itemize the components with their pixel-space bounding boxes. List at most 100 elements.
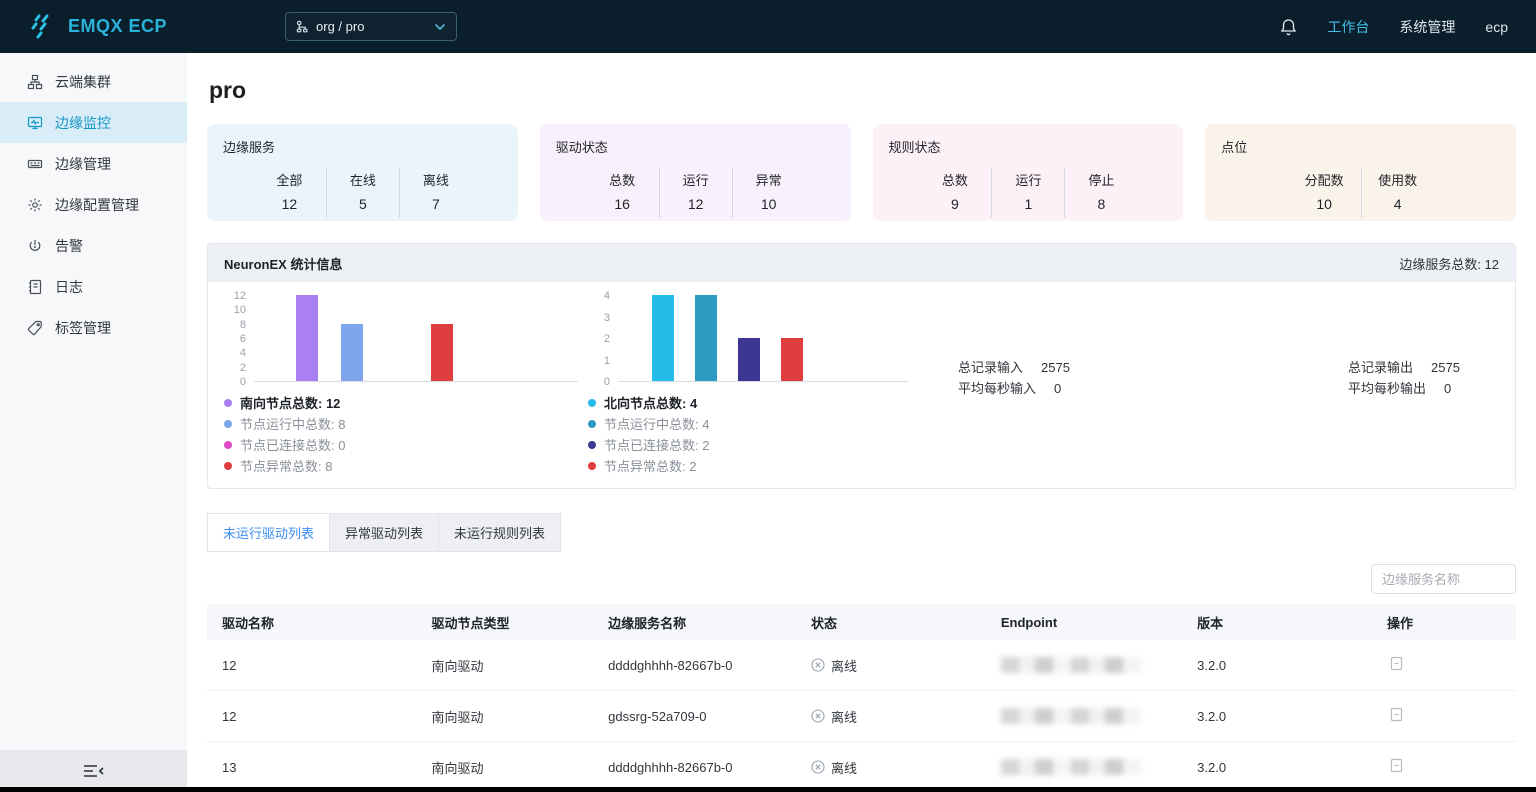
sidebar-item-edge-manage[interactable]: 边缘管理 <box>0 143 187 184</box>
stat-label: 异常 <box>755 173 782 188</box>
northbound-node-chart: 0 1 2 3 4 北向节点总数: 4 节点运行中总数: 4 节点已连接总数: 2 节点异常总… <box>588 290 918 476</box>
row-action-button[interactable] <box>1387 653 1406 677</box>
y-axis-tick: 1 <box>603 354 610 367</box>
legend-label: 节点已连接总数: 0 <box>240 438 346 453</box>
version-cell: 3.2.0 <box>1182 741 1372 792</box>
stat-value: 9 <box>950 196 959 212</box>
legend-item: 节点异常总数: 8 <box>224 455 588 476</box>
service-name-cell: gdssrg-52a709-0 <box>593 690 797 742</box>
notification-bell-icon[interactable] <box>1280 18 1297 36</box>
sidebar-collapse-button[interactable] <box>0 750 187 792</box>
driver-name-cell: 13 <box>207 741 417 792</box>
driver-table: 驱动名称 驱动节点类型 边缘服务名称 状态 Endpoint 版本 操作 12 南向驱动 ddd… <box>207 604 1516 792</box>
northbound-chart-legend: 北向节点总数: 4 节点运行中总数: 4 节点已连接总数: 2 节点异常总数: 2 <box>588 392 918 476</box>
column-header: 操作 <box>1371 604 1516 640</box>
legend-item: 节点运行中总数: 4 <box>588 413 918 434</box>
tab-1[interactable]: 异常驱动列表 <box>329 513 440 552</box>
chart-bar <box>431 323 453 381</box>
operation-cell <box>1371 741 1516 792</box>
sidebar-item-label: 边缘监控 <box>55 114 111 131</box>
status-cell: 离线 <box>796 741 986 792</box>
stat-card-title: 驱动状态 <box>555 140 608 155</box>
legend-label: 节点运行中总数: 8 <box>240 417 346 432</box>
sidebar-item-tags[interactable]: 标签管理 <box>0 307 187 348</box>
stat-value: 10 <box>760 196 777 212</box>
edge-monitor-icon <box>27 116 43 129</box>
sidebar-item-logs[interactable]: 日志 <box>0 266 187 307</box>
column-header: 状态 <box>796 604 986 640</box>
stat-label: 运行 <box>1015 173 1042 188</box>
sidebar-item-cloud-cluster[interactable]: 云端集群 <box>0 61 187 102</box>
collapse-menu-icon <box>83 765 104 777</box>
status-cell: 离线 <box>796 690 986 742</box>
status-cell: 离线 <box>796 640 986 691</box>
offline-status-icon <box>811 658 825 672</box>
stat-card: 点位 分配数 10 使用数 4 <box>1205 124 1516 221</box>
row-action-button[interactable] <box>1387 704 1406 728</box>
redacted-endpoint <box>1000 657 1141 673</box>
y-axis-tick: 12 <box>233 290 246 302</box>
stat-card-title: 点位 <box>1221 140 1248 155</box>
brand: EMQX ECP <box>28 12 167 42</box>
legend-dot-icon <box>588 419 596 428</box>
top-bar: EMQX ECP org / pro 工作台 系统管理 ecp <box>0 0 1536 53</box>
column-header: 驱动名称 <box>207 604 417 640</box>
legend-label: 节点异常总数: 2 <box>604 459 697 474</box>
stat: 全部 12 <box>253 168 326 218</box>
y-axis-tick: 6 <box>239 333 246 345</box>
sidebar-item-label: 日志 <box>55 278 83 295</box>
stat-card: 边缘服务 全部 12 在线 5 离线 7 <box>207 124 518 221</box>
table-row: 12 南向驱动 gdssrg-52a709-0 离线 3.2.0 <box>207 690 1516 742</box>
sidebar-item-alerts[interactable]: 告警 <box>0 225 187 266</box>
nav-workbench[interactable]: 工作台 <box>1327 18 1370 35</box>
legend-dot-icon <box>588 461 596 470</box>
bottom-edge-strip <box>0 787 1536 792</box>
offline-status-icon <box>811 760 825 774</box>
stat-card: 规则状态 总数 9 运行 1 停止 8 <box>872 124 1184 221</box>
main-content: pro 边缘服务 全部 12 在线 5 离线 7 驱动状态 总数 16 运行 12 异常 10 规则状态 总数… <box>187 53 1536 792</box>
legend-dot-icon <box>224 398 232 407</box>
southbound-chart-legend: 南向节点总数: 12 节点运行中总数: 8 节点已连接总数: 0 节点异常总数: 8 <box>224 392 588 476</box>
sidebar-item-label: 告警 <box>55 237 83 254</box>
chart-bar <box>695 295 717 381</box>
status-text: 离线 <box>831 658 858 674</box>
sidebar-item-edge-config[interactable]: 边缘配置管理 <box>0 184 187 225</box>
status-text: 离线 <box>831 709 858 725</box>
sidebar-item-label: 标签管理 <box>55 319 111 336</box>
version-cell: 3.2.0 <box>1182 690 1372 742</box>
brand-name: EMQX ECP <box>68 16 168 36</box>
edge-service-search-input[interactable] <box>1371 564 1516 594</box>
y-axis-tick: 0 <box>239 376 246 388</box>
io-input-rate-label: 平均每秒输入 <box>958 381 1037 396</box>
org-project-selector[interactable]: org / pro <box>285 12 458 41</box>
tab-2[interactable]: 未运行规则列表 <box>438 513 562 552</box>
stat-card: 驱动状态 总数 16 运行 12 异常 10 <box>539 124 851 221</box>
stat-value: 16 <box>614 196 630 212</box>
service-name-cell: ddddghhhh-82667b-0 <box>593 640 797 691</box>
redacted-endpoint <box>1000 759 1141 775</box>
stat-label: 分配数 <box>1304 173 1344 188</box>
nav-user-ecp[interactable]: ecp <box>1485 18 1508 35</box>
edge-service-total: 边缘服务总数: 12 <box>1399 256 1499 272</box>
io-output-rate-value: 0 <box>1444 381 1452 396</box>
column-header: Endpoint <box>985 604 1183 640</box>
legend-item: 节点已连接总数: 0 <box>224 434 588 455</box>
tab-0[interactable]: 未运行驱动列表 <box>207 513 331 552</box>
stat-label: 停止 <box>1088 173 1115 188</box>
org-selector-value: org / pro <box>316 19 365 34</box>
legend-item: 节点异常总数: 2 <box>588 455 918 476</box>
legend-label: 北向节点总数: 4 <box>604 396 698 411</box>
stat: 在线 5 <box>325 168 399 218</box>
nav-system-management[interactable]: 系统管理 <box>1399 18 1456 35</box>
row-action-button[interactable] <box>1387 755 1406 779</box>
detail-doc-icon <box>1390 656 1403 671</box>
sidebar-item-edge-monitor[interactable]: 边缘监控 <box>0 102 187 143</box>
edge-manage-icon <box>27 159 43 168</box>
page-title: pro <box>209 77 247 103</box>
driver-name-cell: 12 <box>207 640 417 691</box>
detail-doc-icon <box>1390 758 1403 773</box>
gear-icon <box>28 198 42 211</box>
legend-label: 节点已连接总数: 2 <box>604 438 710 453</box>
node-type-cell: 南向驱动 <box>416 640 594 691</box>
sidebar-item-label: 边缘配置管理 <box>55 196 139 213</box>
